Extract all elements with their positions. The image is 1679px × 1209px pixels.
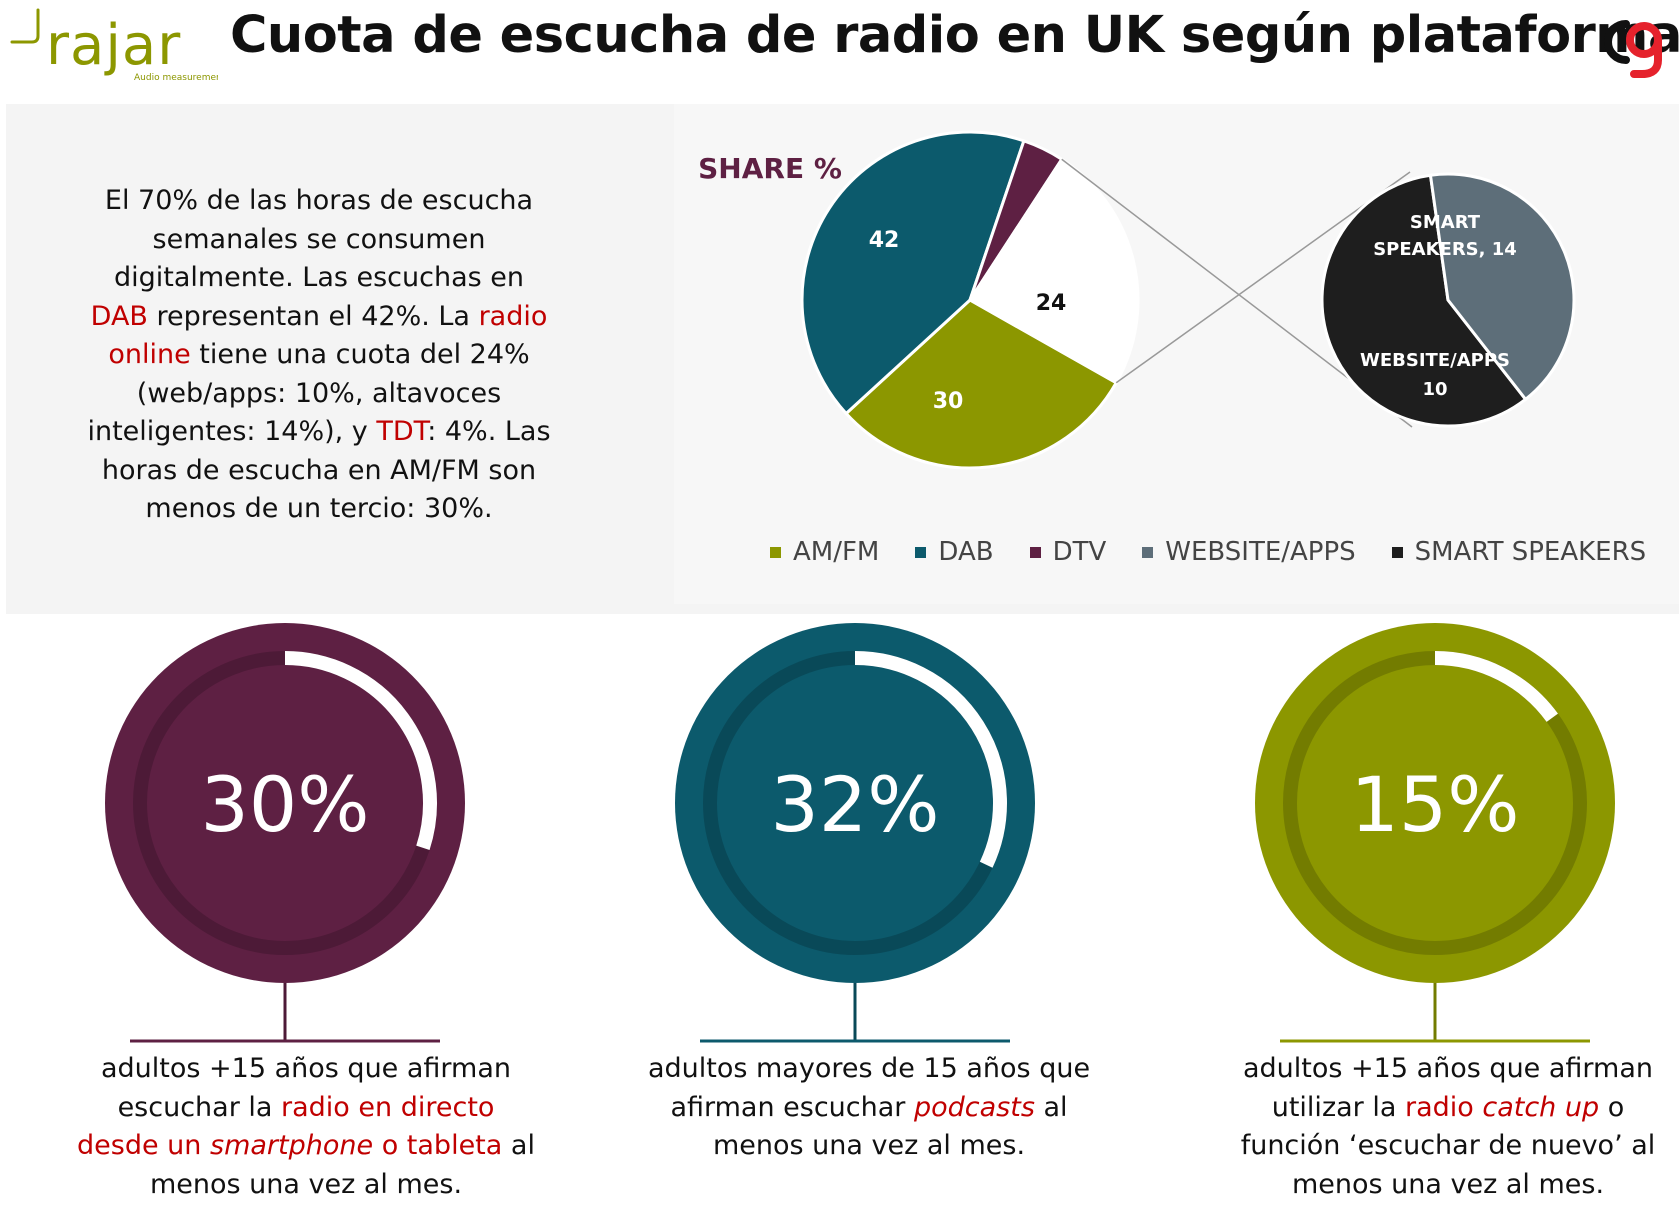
gauge-disc-2 [675, 623, 1035, 983]
sub-pie-slice-website [1428, 172, 1576, 402]
legend-label-dab: DAB [938, 537, 994, 567]
legend-item-amfm: AM/FM [770, 537, 879, 567]
summary-highlight-radio-online: radio online [108, 300, 548, 371]
legend-item-dtv: DTV [1029, 537, 1107, 567]
caption3-highlight-radio: radio [1404, 1091, 1483, 1123]
gauge-value-1: 30% [201, 760, 370, 849]
rajar-logo: rajar Audio measurement [10, 8, 218, 83]
sub-pie-slice-smart [1320, 173, 1528, 428]
legend-swatch-dtv [1029, 546, 1041, 558]
pie-label-dtv: 4 [1056, 171, 1071, 196]
pie-label-amfm: 30 [933, 389, 964, 414]
legend-label-amfm: AM/FM [793, 537, 880, 567]
stat-caption-catchup: adultos +15 años que afirman utilizar la… [1218, 1050, 1678, 1204]
gauge-disc-3 [1255, 623, 1615, 983]
legend-swatch-dab [915, 546, 927, 558]
pie-slice-dab [800, 130, 1026, 416]
caption1-part-1: adultos +15 años que afirman escuchar la [100, 1053, 512, 1123]
sub-pie-label-website: WEBSITE/APPS 10 [1360, 350, 1510, 400]
gauge-value-3: 15% [1351, 760, 1520, 849]
summary-highlight-dab: DAB [90, 300, 148, 332]
stat-caption-smartphone: adultos +15 años que afirman escuchar la… [76, 1050, 536, 1204]
legend-swatch-website [1142, 546, 1154, 558]
caption1-part-2: al menos una vez al mes. [149, 1130, 535, 1200]
pie-title: SHARE % [698, 152, 842, 185]
pie-label-dab: 42 [869, 228, 900, 253]
logo-wordmark: rajar [46, 13, 181, 78]
summary-part-2: representan el 42%. La [147, 300, 479, 332]
chart-legend: AM/FM DAB DTV WEBSITE/APPS SMART SPEAKERS [770, 534, 1646, 570]
summary-part-4: : 4%. Las horas de escucha en AM/FM son … [101, 416, 551, 524]
gauge-value-2: 32% [771, 760, 940, 849]
pie-label-online: 24 [1036, 291, 1067, 316]
legend-label-smart: SMART SPEAKERS [1414, 537, 1647, 567]
stat-gauges: 30% 32% 15% [105, 623, 1615, 1043]
gauge-progress-1 [284, 651, 437, 850]
caption1-highlight-1: radio en directo desde un [77, 1091, 495, 1162]
summary-part-1: El 70% de las horas de escucha semanales… [104, 185, 534, 293]
brand-logo-icon [1604, 20, 1662, 78]
legend-item-website: WEBSITE/APPS [1142, 537, 1356, 567]
stat-caption-podcasts: adultos mayores de 15 años que afirman e… [634, 1050, 1104, 1166]
caption1-highlight-smartphone: smartphone [210, 1130, 374, 1161]
logo-subtext: Audio measurement [134, 73, 218, 83]
summary-highlight-tdt: TDT [376, 416, 428, 447]
share-pie-charts: 30 42 4 24 SHARE % SMART SPEAKERS, 14 WEBSITE/A… [698, 130, 1576, 470]
gauge-progress-2 [854, 651, 1007, 868]
gauge-progress-3 [1434, 651, 1558, 722]
legend-item-smart: SMART SPEAKERS [1391, 537, 1647, 567]
sub-pie-label-smart: SMART SPEAKERS, 14 [1373, 212, 1517, 260]
caption3-highlight-catchup: catch up [1482, 1091, 1600, 1123]
legend-label-website: WEBSITE/APPS [1165, 537, 1356, 567]
legend-label-dtv: DTV [1052, 537, 1107, 567]
summary-text: El 70% de las horas de escucha semanales… [84, 182, 554, 529]
caption3-part-2: o función ‘escuchar de nuevo’ al menos u… [1240, 1091, 1656, 1200]
caption1-highlight-2: o tableta [373, 1130, 503, 1161]
gauge-disc-1 [105, 623, 465, 983]
legend-swatch-smart [1391, 546, 1403, 558]
caption2-part-1: adultos mayores de 15 años que afirman e… [647, 1053, 1091, 1123]
caption2-highlight-podcasts: podcasts [913, 1091, 1035, 1123]
caption3-part-1: adultos +15 años que afirman utilizar la [1242, 1053, 1654, 1123]
legend-swatch-amfm [770, 546, 781, 558]
pie-slice-amfm [844, 298, 1119, 470]
page-title: Cuota de escucha de radio en UK según pl… [230, 6, 1679, 65]
summary-part-3: tiene una cuota del 24% (web/apps: 10%, … [87, 339, 530, 447]
caption2-part-2: al menos una vez al mes. [712, 1091, 1068, 1162]
legend-item-dab: DAB [915, 537, 994, 567]
